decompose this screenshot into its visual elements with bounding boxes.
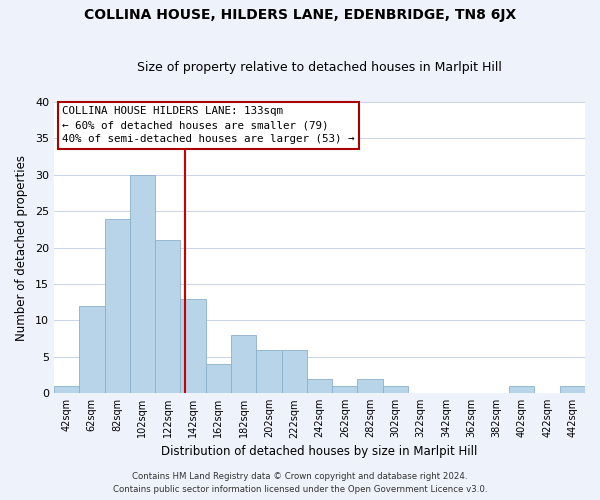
Bar [79,306,104,393]
Bar [256,350,281,393]
X-axis label: Distribution of detached houses by size in Marlpit Hill: Distribution of detached houses by size … [161,444,478,458]
Text: COLLINA HOUSE HILDERS LANE: 133sqm
← 60% of detached houses are smaller (79)
40%: COLLINA HOUSE HILDERS LANE: 133sqm ← 60%… [62,106,355,144]
Y-axis label: Number of detached properties: Number of detached properties [15,154,28,340]
Text: Contains HM Land Registry data © Crown copyright and database right 2024.
Contai: Contains HM Land Registry data © Crown c… [113,472,487,494]
Bar [130,175,155,393]
Bar [181,298,206,393]
Bar [281,350,307,393]
Bar [231,335,256,393]
Title: Size of property relative to detached houses in Marlpit Hill: Size of property relative to detached ho… [137,62,502,74]
Text: COLLINA HOUSE, HILDERS LANE, EDENBRIDGE, TN8 6JX: COLLINA HOUSE, HILDERS LANE, EDENBRIDGE,… [84,8,516,22]
Bar [358,378,383,393]
Bar [104,218,130,393]
Bar [560,386,585,393]
Bar [332,386,358,393]
Bar [206,364,231,393]
Bar [383,386,408,393]
Bar [155,240,181,393]
Bar [54,386,79,393]
Bar [307,378,332,393]
Bar [509,386,535,393]
